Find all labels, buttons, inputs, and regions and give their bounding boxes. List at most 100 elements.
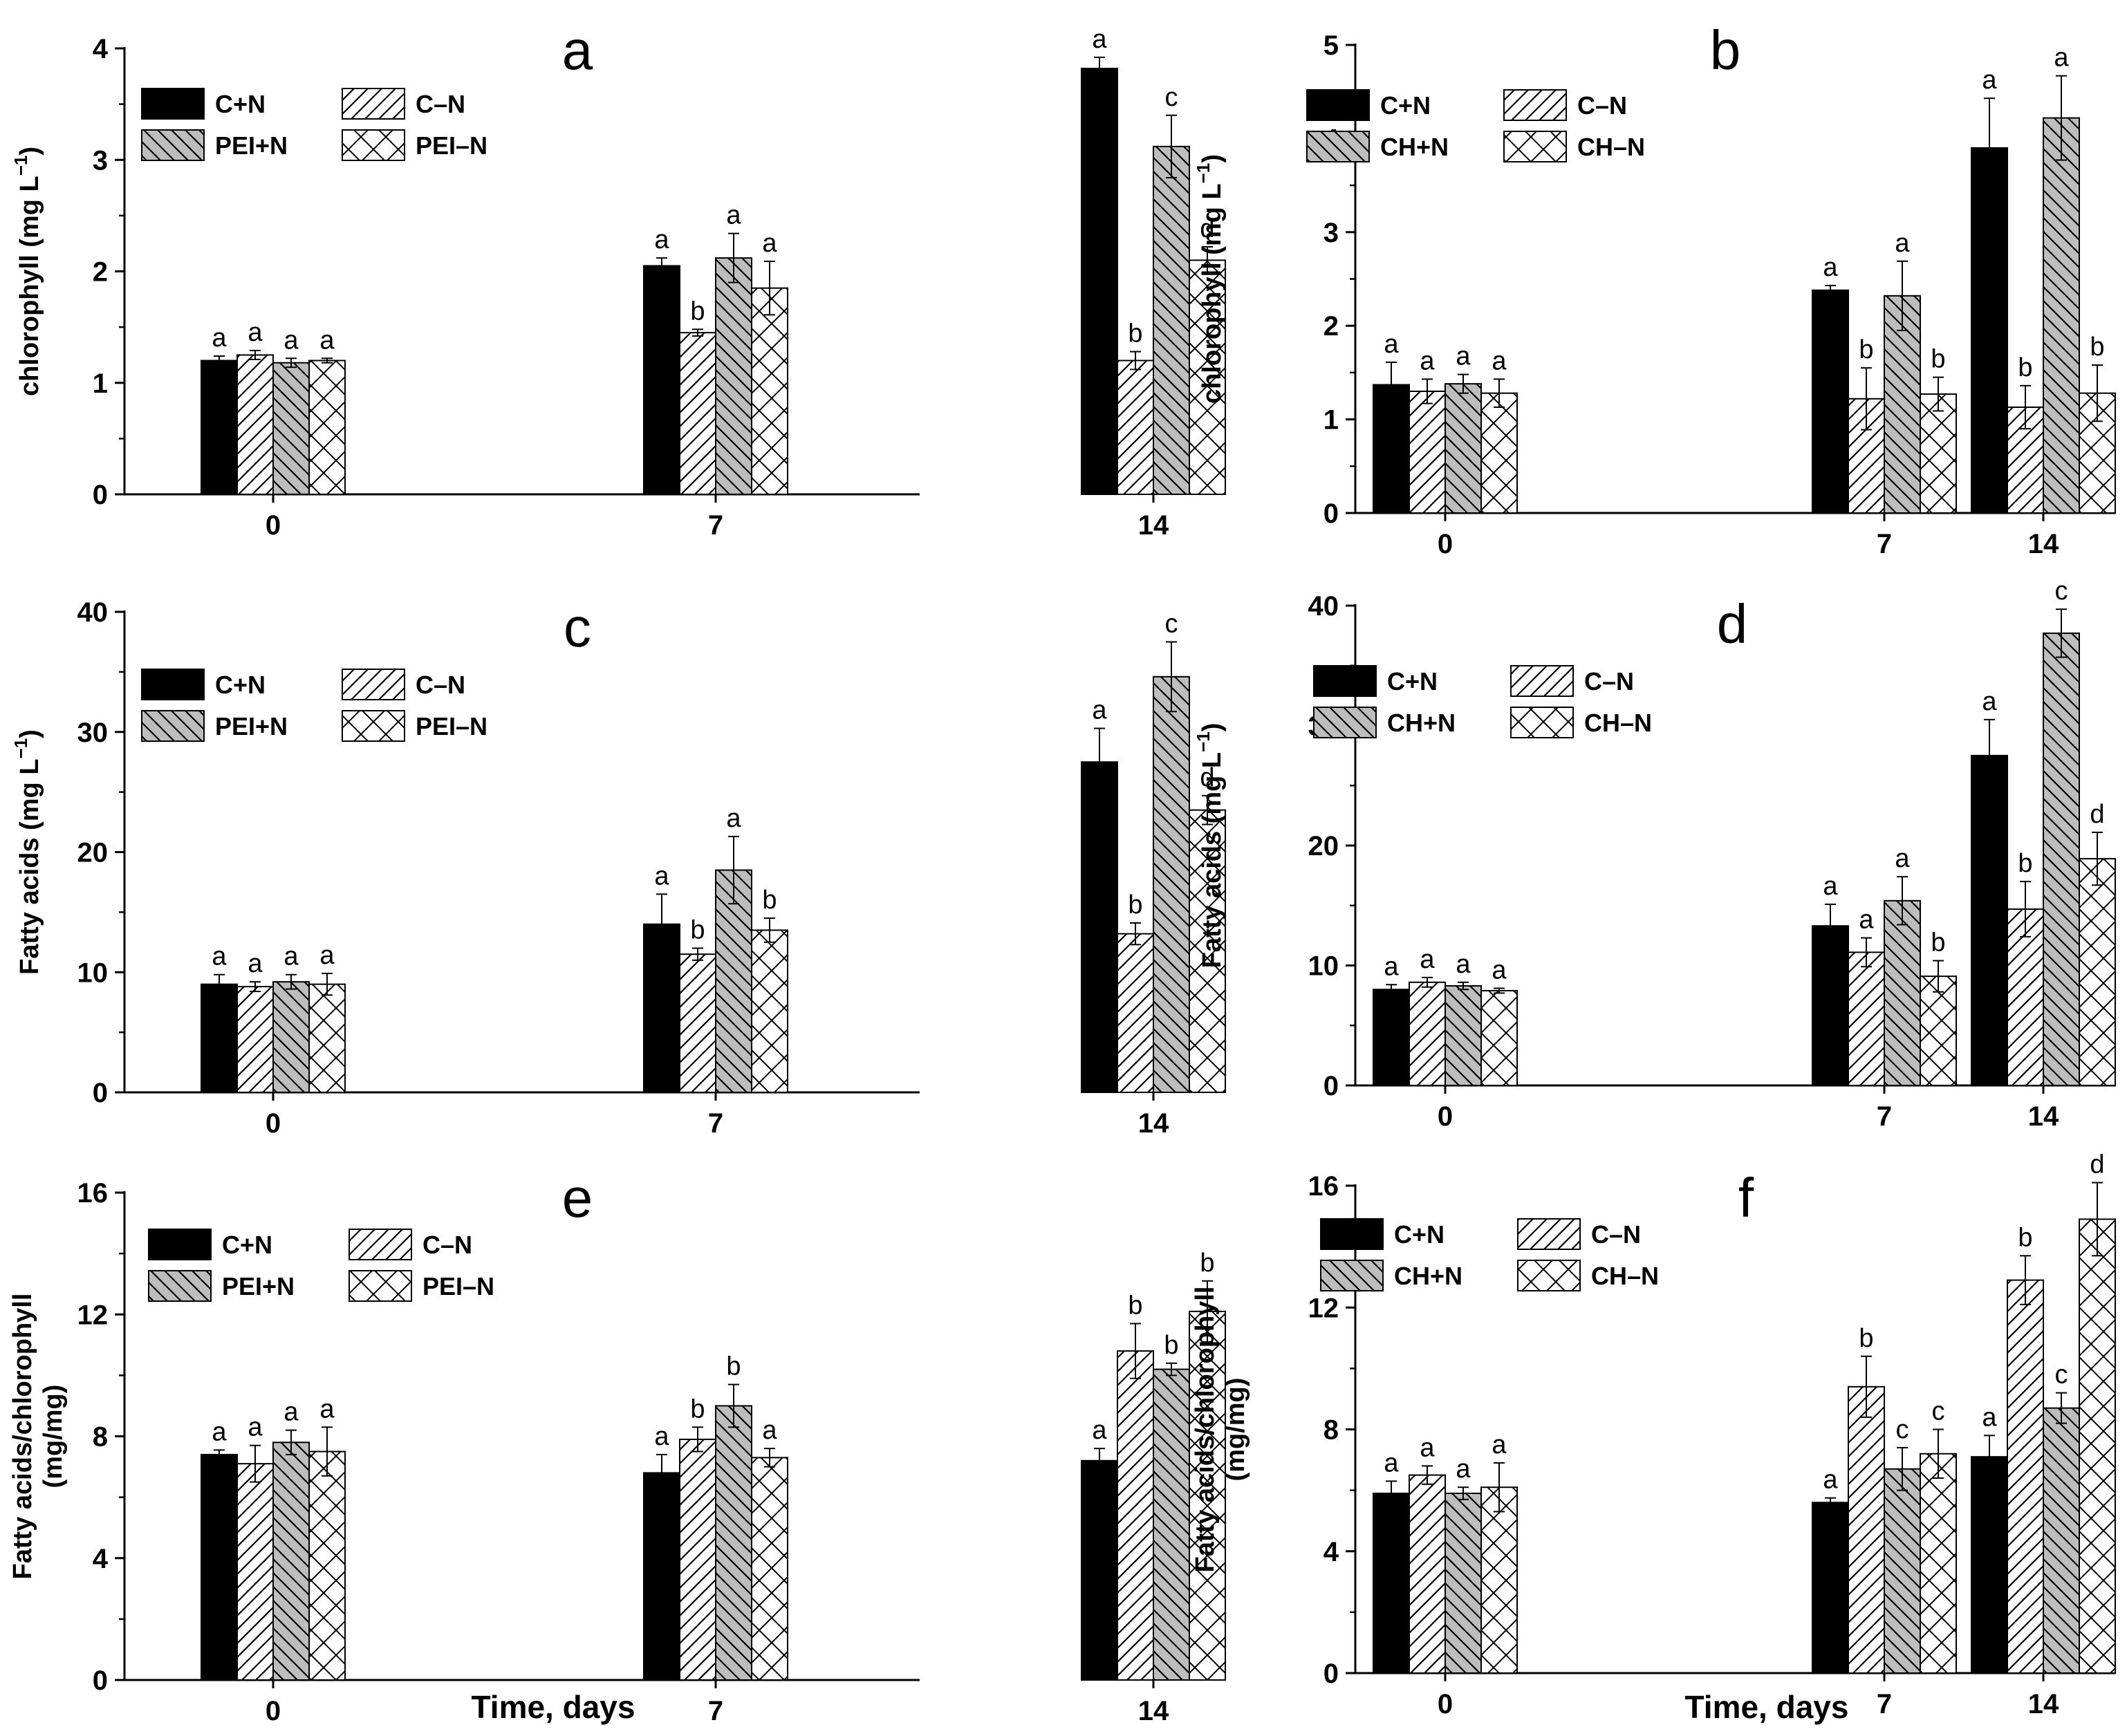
significance-letter: a — [654, 861, 669, 890]
significance-letter: a — [726, 201, 741, 230]
bar-cplusn-day-0 — [201, 983, 238, 1093]
bar-cplusn-day-14 — [1971, 147, 2008, 514]
bar-peiminusn-day-7 — [751, 929, 788, 1093]
bar-cminusn-day-14 — [1117, 360, 1154, 495]
legend-swatch-peiplusn — [141, 710, 205, 742]
bar-cplusn-day-0 — [1373, 989, 1410, 1086]
significance-letter: a — [319, 1394, 335, 1424]
legend-swatch-peiplusn — [141, 129, 205, 161]
bar-cplusn-day-7 — [643, 265, 680, 495]
bar-cplusn-day-14 — [1081, 68, 1118, 495]
bar-peiminusn-day-14 — [1189, 259, 1226, 495]
y-tick-label: 16 — [77, 1178, 109, 1208]
legend-label-cminusn: C–N — [422, 1231, 472, 1259]
bar-peiplusn-day-0 — [272, 981, 310, 1094]
y-tick-label: 1 — [93, 368, 108, 399]
bar-cminusn-day-7 — [1848, 1385, 1885, 1674]
legend-swatch-chminusn — [1510, 707, 1574, 738]
panel-title: f — [1738, 1167, 1754, 1229]
legend-label-peiminusn: PEI–N — [416, 712, 487, 740]
significance-letter: a — [284, 326, 299, 355]
y-tick-label: 0 — [1323, 1659, 1339, 1689]
legend-label-chplusn: CH+N — [1387, 709, 1456, 737]
y-tick-label: 2 — [93, 257, 108, 288]
legend-swatch-peiminusn — [349, 1270, 412, 1302]
legend-label-peiplusn: PEI+N — [222, 1272, 295, 1300]
x-tick-label: 7 — [708, 1696, 723, 1726]
bar-cplusn-day-7 — [1812, 925, 1849, 1086]
legend-label-peiplusn: PEI+N — [215, 131, 288, 160]
legend-label-cplusn: C+N — [215, 671, 266, 699]
y-tick-label: 8 — [93, 1422, 108, 1453]
legend-label-peiminusn: PEI–N — [422, 1272, 494, 1300]
panel-title: a — [562, 19, 593, 81]
y-tick-label: 40 — [1308, 591, 1339, 622]
y-axis-label: Fatty acids (mg L−1) — [10, 729, 44, 975]
significance-letter: a — [212, 1417, 227, 1446]
significance-letter: b — [762, 886, 777, 915]
legend-label-cminusn: C–N — [416, 671, 465, 699]
significance-letter: a — [1456, 342, 1471, 371]
significance-letter: b — [1200, 1249, 1214, 1278]
x-tick-label: 14 — [1138, 1108, 1169, 1139]
x-tick-label: 7 — [1877, 529, 1892, 559]
x-tick-label: 7 — [708, 1108, 723, 1139]
y-axis-label: Fatty acids (mg L−1) — [1193, 723, 1227, 969]
significance-letter: a — [248, 949, 263, 978]
legend-swatch-peiplusn — [148, 1270, 212, 1302]
bar-chplusn-day-7 — [1884, 295, 1921, 514]
bar-peiplusn-day-14 — [1153, 675, 1190, 1093]
significance-letter: a — [1420, 1433, 1435, 1462]
significance-letter: a — [212, 942, 227, 971]
panel-e: 0 4 8 12 16 Fatty acids/chlorophyll(mg/mg) e 0 7… — [8, 1167, 1226, 1726]
y-tick-label: 1 — [1323, 405, 1339, 436]
legend-label-chminusn: CH–N — [1584, 709, 1652, 737]
significance-letter: a — [1420, 346, 1435, 375]
significance-letter: b — [2018, 849, 2032, 878]
legend-label-cminusn: C–N — [1577, 91, 1627, 120]
significance-letter: a — [1823, 1466, 1838, 1495]
significance-letter: a — [1092, 1416, 1107, 1445]
legend-swatch-cminusn — [349, 1229, 412, 1260]
bar-peiplusn-day-14 — [1153, 1368, 1190, 1681]
significance-letter: a — [1982, 687, 1997, 716]
significance-letter: a — [1384, 952, 1399, 981]
bar-peiplusn-day-14 — [1153, 145, 1190, 495]
y-tick-label: 10 — [1308, 951, 1339, 982]
panel-title: d — [1717, 593, 1748, 655]
legend-label-cplusn: C+N — [1394, 1220, 1445, 1249]
bar-cminusn-day-0 — [236, 1463, 274, 1681]
bar-peiminusn-day-7 — [751, 287, 788, 495]
significance-letter: a — [1982, 1403, 1997, 1432]
bar-cminusn-day-14 — [1117, 933, 1154, 1094]
bar-cminusn-day-7 — [679, 1438, 716, 1681]
significance-letter: c — [2055, 1361, 2068, 1390]
significance-letter: a — [1384, 330, 1399, 359]
bar-chplusn-day-14 — [2043, 632, 2080, 1086]
bar-cminusn-day-7 — [1848, 951, 1885, 1087]
significance-letter: a — [284, 942, 299, 971]
x-tick-label: 14 — [2028, 529, 2059, 559]
bar-peiminusn-day-0 — [308, 983, 346, 1093]
significance-letter: a — [1982, 66, 1997, 95]
y-tick-label: 5 — [1323, 30, 1339, 61]
bar-cplusn-day-14 — [1971, 754, 2008, 1086]
legend-swatch-peiminusn — [342, 710, 405, 742]
significance-letter: a — [1456, 950, 1471, 979]
legend-label-cminusn: C–N — [416, 90, 465, 118]
legend-label-peiplusn: PEI+N — [215, 712, 288, 740]
legend-label-chminusn: CH–N — [1591, 1262, 1659, 1290]
legend-swatch-cminusn — [342, 88, 405, 120]
significance-letter: a — [762, 229, 777, 258]
bar-cplusn-day-7 — [643, 1472, 680, 1681]
panel-title: e — [562, 1167, 593, 1229]
legend-swatch-cplusn — [148, 1229, 212, 1260]
significance-letter: a — [2054, 44, 2069, 73]
bar-cplusn-day-14 — [1971, 1456, 2008, 1674]
significance-letter: a — [1492, 955, 1507, 984]
significance-letter: b — [1128, 319, 1142, 348]
bar-peiplusn-day-7 — [715, 1405, 752, 1681]
bar-chplusn-day-14 — [2043, 1407, 2080, 1674]
significance-letter: b — [690, 916, 705, 945]
